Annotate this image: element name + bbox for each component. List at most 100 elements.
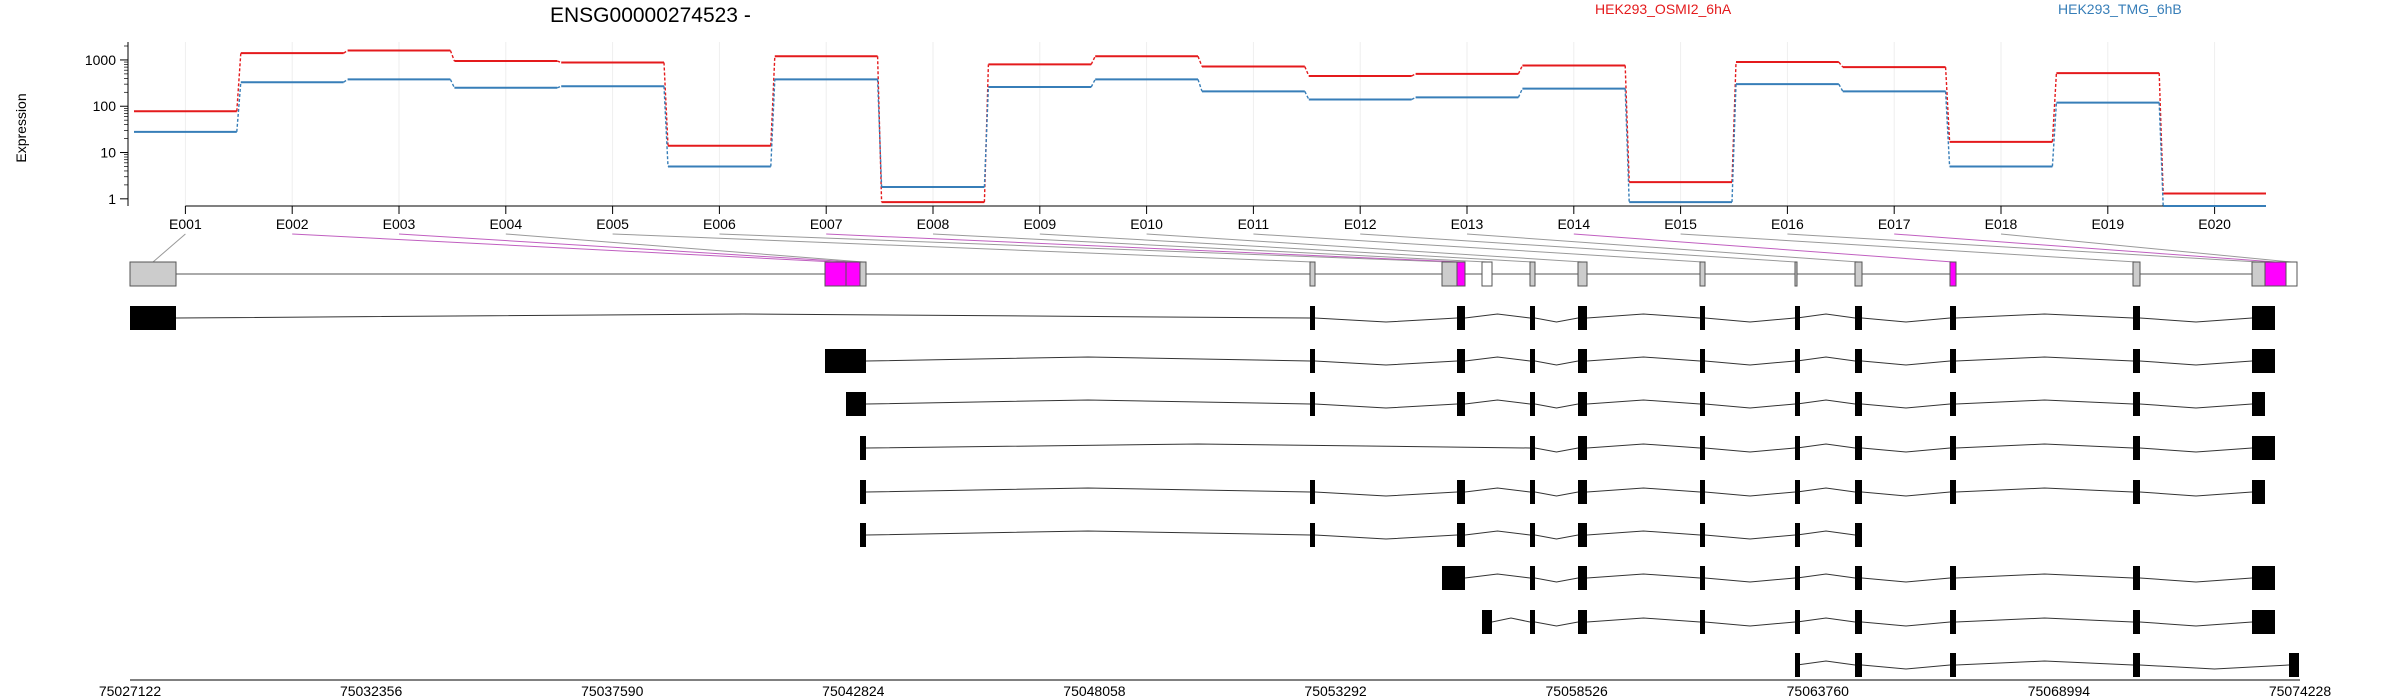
series-connector [1944, 91, 1951, 167]
transcript-exon [1442, 566, 1465, 590]
transcript-intron [2139, 447, 2253, 453]
legend-series-2: HEK293_TMG_6hB [2058, 1, 2182, 17]
transcript-exon [1795, 349, 1800, 373]
transcript-6 [860, 523, 1862, 547]
transcript-exon [1795, 436, 1800, 460]
coord-tick-label: 75037590 [581, 683, 644, 699]
exon-connector [1253, 233, 1703, 263]
transcript-intron [2139, 491, 2253, 497]
gene-exon [1441, 261, 1458, 287]
transcript-exon [1700, 480, 1705, 504]
transcript-exon [2133, 610, 2140, 634]
transcript-intron [1314, 360, 1458, 366]
x-tick-label: E012 [1344, 216, 1377, 232]
transcript-exon [1950, 306, 1956, 330]
transcript-exon [860, 436, 866, 460]
x-tick-label: E016 [1771, 216, 1804, 232]
x-tick-label: E005 [596, 216, 629, 232]
x-tick-label: E009 [1023, 216, 1056, 232]
transcript-intron [1861, 317, 1951, 323]
y-axis-label: Expression [13, 93, 29, 162]
transcript-exon [1700, 566, 1705, 590]
exon-connector [1039, 233, 1533, 263]
transcript-intron [1861, 447, 1951, 453]
coord-tick-label: 75048058 [1063, 683, 1126, 699]
transcript-intron [1796, 356, 1856, 362]
gene-exon [1794, 261, 1798, 287]
transcript-intron [2139, 360, 2253, 366]
transcript-intron [1534, 403, 1579, 409]
x-tick-label: E017 [1878, 216, 1911, 232]
transcript-7 [1442, 566, 2275, 590]
transcript-exon [1310, 523, 1315, 547]
transcript-exon [1700, 523, 1705, 547]
plot-grid [184, 42, 2216, 206]
transcript-exon [1795, 392, 1800, 416]
transcript-exon [1578, 436, 1587, 460]
transcript-exon [1795, 566, 1800, 590]
coordinate-axis: 75027122 75032356 75037590 75042824 75048058… [99, 679, 2331, 699]
gene-exon [2264, 261, 2287, 287]
transcript-exon [1310, 349, 1315, 373]
series-connector [983, 86, 990, 188]
transcript-intron [1955, 573, 2134, 579]
transcript-exon [1482, 610, 1492, 634]
gene-exon [859, 261, 867, 287]
transcript-exon [1530, 436, 1535, 460]
transcript-exon [1457, 523, 1465, 547]
gene-exon [1529, 261, 1536, 287]
transcript-exon [2133, 349, 2140, 373]
transcript-exon [1457, 480, 1465, 504]
transcript-exon [1950, 566, 1956, 590]
series-1 [134, 49, 2266, 204]
series-connector [1838, 61, 1844, 68]
transcript-exon [1855, 392, 1862, 416]
x-tick-label: E015 [1664, 216, 1697, 232]
transcript-intron [1955, 313, 2134, 319]
coord-tick-label: 75042824 [822, 683, 885, 699]
gene-exon [1577, 261, 1588, 287]
plot-series [134, 49, 2266, 207]
transcript-intron [1796, 617, 1856, 623]
exon-connector [2000, 233, 2292, 263]
transcript-intron [1955, 617, 2134, 623]
transcript-exon [2252, 436, 2275, 460]
x-tick-label: E008 [917, 216, 950, 232]
transcript-intron [1314, 317, 1458, 323]
series-connector [876, 79, 883, 188]
series-connector [236, 82, 242, 132]
series-connector [1624, 88, 1630, 203]
transcript-exon [2133, 392, 2140, 416]
transcript-intron [1861, 621, 1951, 627]
exon-connector [1787, 233, 2259, 263]
x-tick-label: E010 [1130, 216, 1163, 232]
transcript-intron [1861, 491, 1951, 497]
transcript-intron [1586, 530, 1701, 536]
gene-exon [129, 261, 177, 287]
transcript-exon [1950, 653, 1956, 677]
transcript-intron [865, 487, 1311, 493]
transcript-4 [860, 436, 2275, 460]
transcript-exon [2133, 436, 2140, 460]
series-connector [1090, 79, 1096, 88]
series-connector [1090, 55, 1096, 65]
transcript-exon [1578, 392, 1587, 416]
chart-title: ENSG00000274523 - [550, 4, 751, 27]
transcript-exon [1457, 349, 1465, 373]
series-connector [663, 86, 669, 167]
series-connector [1411, 96, 1416, 101]
transcript-intron [1314, 491, 1458, 497]
coord-tick-label: 75027122 [99, 683, 162, 699]
transcript-exon [1855, 523, 1862, 547]
transcript-9 [1795, 653, 2299, 677]
transcript-intron [1796, 399, 1856, 405]
transcript-exon [130, 306, 176, 330]
transcript-exon [1578, 480, 1587, 504]
transcript-exon [1795, 306, 1800, 330]
transcript-exon [1310, 392, 1315, 416]
x-tick-label: E006 [703, 216, 736, 232]
transcript-intron [1861, 664, 1951, 670]
transcript-exon [1310, 306, 1315, 330]
exon-connector [1146, 233, 1583, 263]
transcript-intron [1796, 487, 1856, 493]
